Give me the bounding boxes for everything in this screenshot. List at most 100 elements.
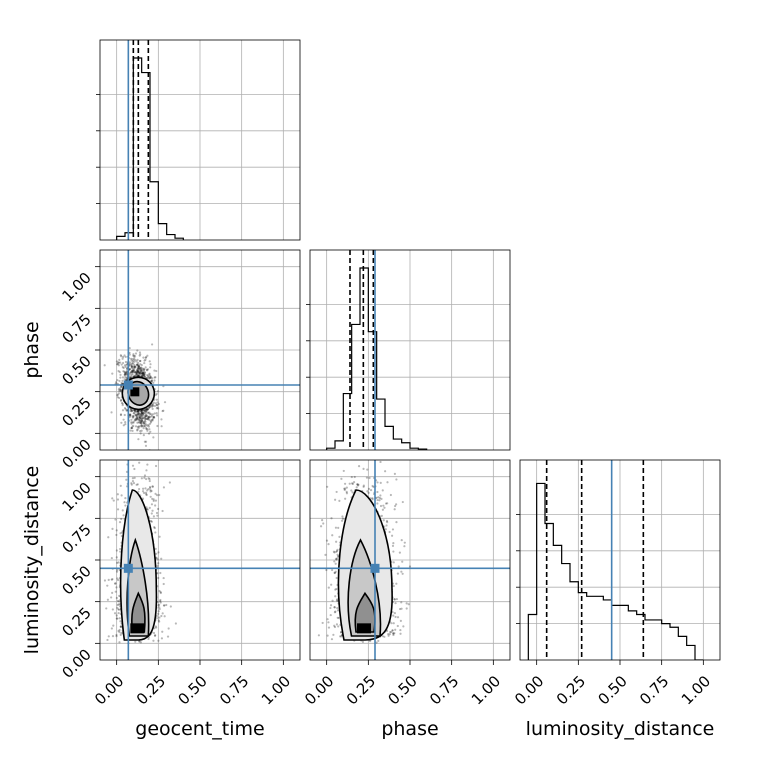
scatter-point bbox=[140, 411, 144, 414]
scatter-point bbox=[139, 416, 142, 419]
scatter-point bbox=[154, 464, 158, 468]
scatter-point bbox=[129, 415, 132, 418]
scatter-point bbox=[131, 369, 134, 372]
scatter-point bbox=[146, 463, 149, 466]
scatter-point bbox=[131, 362, 134, 365]
scatter-point bbox=[121, 357, 124, 360]
scatter-point bbox=[139, 367, 142, 370]
scatter-point bbox=[154, 531, 157, 534]
scatter-point bbox=[149, 490, 152, 493]
x-tick-label-phase: 1.00 bbox=[468, 672, 504, 708]
scatter-point bbox=[155, 616, 158, 620]
scatter-point bbox=[350, 482, 354, 485]
scatter-point bbox=[137, 418, 140, 421]
scatter-point bbox=[117, 392, 120, 395]
scatter-point bbox=[119, 354, 122, 357]
scatter-point bbox=[138, 371, 141, 375]
scatter-point bbox=[142, 372, 145, 375]
scatter-point bbox=[163, 615, 166, 618]
scatter-point bbox=[401, 500, 404, 504]
scatter-point bbox=[138, 354, 141, 357]
scatter-point bbox=[142, 487, 145, 490]
scatter-point bbox=[130, 359, 133, 362]
scatter-point bbox=[114, 582, 117, 585]
scatter-point bbox=[133, 419, 136, 422]
scatter-point bbox=[117, 388, 121, 391]
scatter-point bbox=[138, 366, 142, 370]
scatter-point bbox=[110, 556, 113, 560]
scatter-point bbox=[121, 361, 125, 365]
scatter-point bbox=[157, 612, 160, 615]
scatter-point bbox=[141, 371, 145, 374]
scatter-point bbox=[391, 629, 394, 632]
scatter-point bbox=[345, 492, 349, 495]
scatter-point bbox=[130, 373, 133, 376]
scatter-point bbox=[129, 413, 132, 416]
scatter-point bbox=[156, 390, 160, 393]
scatter-point bbox=[137, 425, 140, 428]
scatter-point bbox=[140, 412, 143, 415]
scatter-point bbox=[136, 370, 140, 373]
scatter-point bbox=[138, 413, 141, 416]
scatter-point bbox=[122, 514, 125, 517]
scatter-point bbox=[343, 488, 346, 492]
scatter-point bbox=[118, 387, 121, 390]
y-tick-label-phase: 0.50 bbox=[58, 352, 94, 388]
scatter-point bbox=[377, 639, 380, 643]
histogram-luminosity_distance bbox=[527, 482, 704, 660]
scatter-point bbox=[158, 616, 161, 619]
scatter-point bbox=[107, 536, 110, 539]
scatter-point bbox=[376, 481, 379, 484]
scatter-point bbox=[350, 489, 353, 492]
scatter-point bbox=[330, 517, 333, 520]
scatter-point bbox=[146, 428, 149, 431]
scatter-point bbox=[139, 369, 143, 373]
scatter-point bbox=[150, 379, 154, 382]
scatter-point bbox=[145, 493, 148, 497]
scatter-point bbox=[142, 426, 145, 430]
x-tick-label-luminosity_distance: 0.25 bbox=[553, 672, 589, 708]
scatter-point bbox=[365, 476, 369, 479]
scatter-point bbox=[135, 483, 138, 486]
scatter-point bbox=[115, 570, 119, 573]
scatter-point bbox=[141, 412, 144, 415]
scatter-point bbox=[139, 371, 143, 374]
scatter-point bbox=[143, 374, 146, 377]
scatter-point bbox=[124, 454, 126, 456]
scatter-point bbox=[330, 583, 333, 586]
scatter-point bbox=[139, 363, 142, 366]
scatter-point bbox=[121, 409, 125, 412]
scatter-point bbox=[372, 485, 375, 489]
scatter-point bbox=[156, 558, 159, 561]
scatter-point bbox=[116, 363, 119, 366]
scatter-point bbox=[394, 504, 397, 508]
scatter-point bbox=[121, 379, 124, 382]
scatter-point bbox=[133, 375, 136, 378]
scatter-point bbox=[135, 417, 138, 420]
scatter-point bbox=[138, 416, 141, 420]
scatter-point bbox=[149, 421, 153, 424]
scatter-point bbox=[137, 412, 140, 415]
scatter-point bbox=[148, 377, 151, 380]
scatter-point bbox=[131, 425, 134, 428]
scatter-point bbox=[156, 564, 159, 567]
scatter-point bbox=[135, 371, 138, 374]
scatter-point bbox=[154, 492, 157, 495]
scatter-point bbox=[119, 550, 122, 553]
scatter-point bbox=[131, 416, 134, 419]
scatter-point bbox=[142, 373, 145, 376]
scatter-point bbox=[326, 618, 329, 621]
scatter-point bbox=[145, 506, 148, 509]
scatter-point bbox=[383, 506, 386, 509]
scatter-point bbox=[123, 413, 126, 417]
scatter-point bbox=[124, 421, 127, 424]
scatter-point bbox=[145, 409, 148, 413]
scatter-point bbox=[139, 366, 143, 369]
scatter-point bbox=[339, 631, 343, 634]
scatter-point bbox=[387, 634, 390, 637]
scatter-point bbox=[132, 354, 136, 358]
scatter-point bbox=[389, 630, 392, 634]
scatter-point bbox=[141, 413, 144, 416]
scatter-point bbox=[118, 379, 121, 383]
scatter-point bbox=[156, 401, 159, 404]
